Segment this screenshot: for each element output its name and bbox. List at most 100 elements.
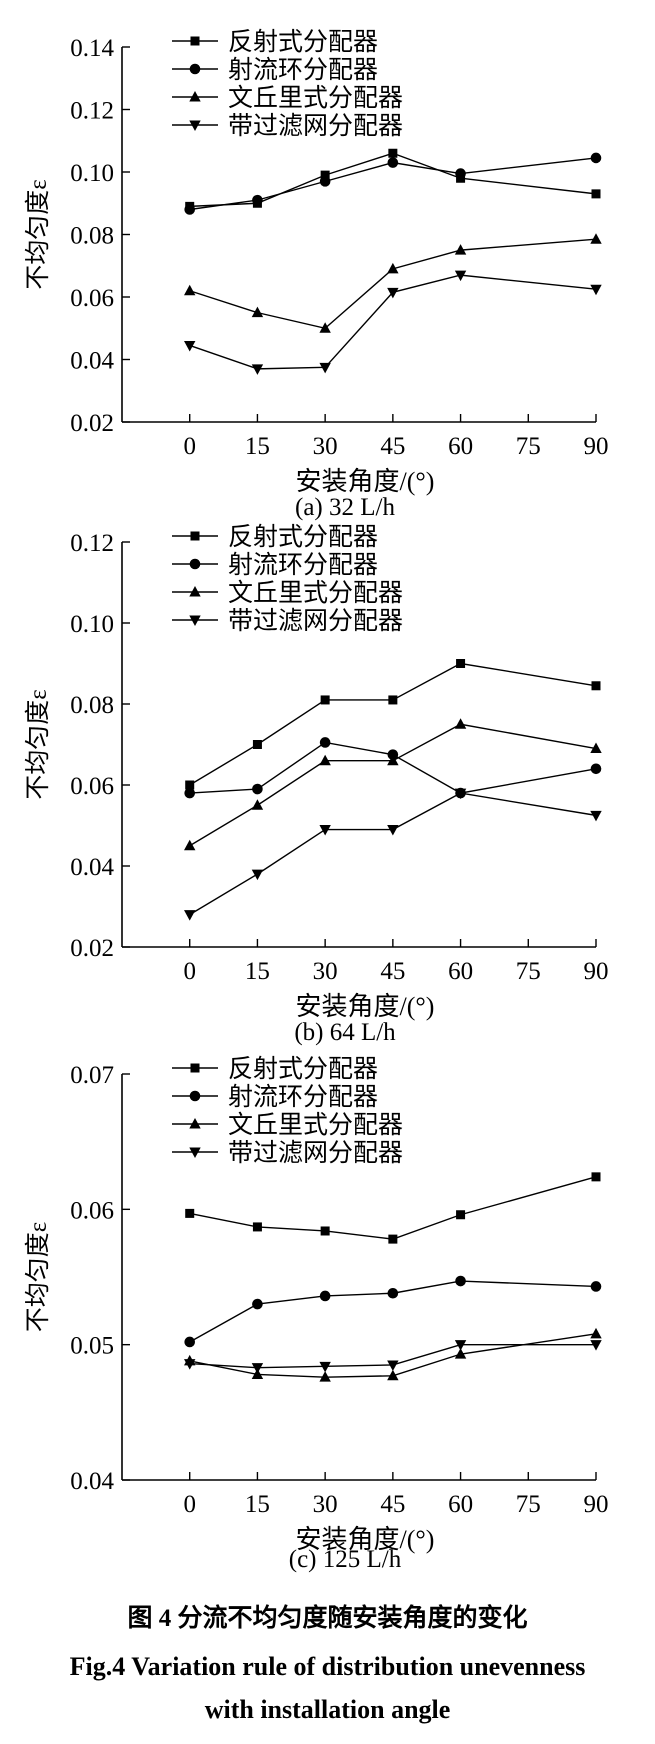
- y-tick-label: 0.07: [70, 1062, 114, 1089]
- data-point: [590, 1340, 602, 1351]
- legend-label: 文丘里式分配器: [228, 84, 403, 112]
- series-4: [184, 1340, 602, 1374]
- x-tick-label: 75: [516, 433, 541, 460]
- x-tick-label: 75: [516, 1491, 541, 1518]
- y-tick-label: 0.14: [70, 35, 114, 62]
- y-tick-label: 0.04: [70, 348, 114, 375]
- data-point: [251, 306, 264, 318]
- data-point: [456, 659, 466, 668]
- series-line: [189, 1280, 597, 1343]
- series-line: [189, 238, 597, 330]
- data-point: [252, 194, 263, 206]
- data-point: [251, 1363, 264, 1374]
- chart-panel-1: 0.02 0.04 0.06 0.08 0.10 0.12 0.14 0 15 30 45 60 75 9…: [24, 28, 609, 521]
- y-tick-label: 0.06: [70, 285, 114, 312]
- legend-label: 文丘里式分配器: [228, 579, 403, 607]
- data-point: [251, 799, 264, 810]
- legend-marker: [189, 91, 201, 102]
- y-tick-label: 0.02: [70, 935, 114, 962]
- series-line: [189, 152, 597, 208]
- x-tick-label: 30: [313, 958, 338, 985]
- data-point: [590, 763, 602, 775]
- series-line: [189, 1333, 597, 1378]
- data-point: [184, 1336, 196, 1348]
- data-point: [387, 1360, 399, 1371]
- series-4: [184, 270, 602, 375]
- y-tick-label: 0.08: [70, 223, 114, 250]
- legend-label: 带过滤网分配器: [228, 1139, 403, 1167]
- series-3: [184, 718, 602, 851]
- data-point: [590, 233, 602, 244]
- series-line: [189, 157, 597, 211]
- data-point: [252, 1298, 263, 1310]
- chart-panel-3: 0.04 0.05 0.06 0.07 0 15 30 45 60 75 90 安装角度/(°) 不均匀…: [24, 1055, 609, 1573]
- legend-label: 反射式分配器: [228, 28, 378, 56]
- legend-label: 射流环分配器: [228, 551, 378, 579]
- x-tick-label: 90: [584, 958, 609, 985]
- data-point: [184, 204, 196, 215]
- data-point: [320, 1226, 330, 1236]
- legend-marker: [189, 615, 201, 626]
- series-2: [184, 737, 602, 799]
- series-line: [189, 662, 597, 786]
- data-point: [252, 783, 263, 795]
- legend-marker: [190, 531, 200, 541]
- x-tick-label: 0: [183, 1491, 196, 1518]
- y-tick-label: 0.06: [70, 773, 114, 800]
- data-point: [454, 244, 467, 255]
- data-point: [591, 681, 601, 691]
- data-point: [251, 869, 264, 881]
- series-line: [189, 741, 597, 794]
- data-point: [319, 362, 331, 374]
- legend-label: 反射式分配器: [228, 1055, 378, 1083]
- data-point: [591, 1172, 601, 1182]
- data-point: [319, 737, 331, 748]
- data-point: [387, 1369, 399, 1381]
- data-point: [184, 839, 196, 851]
- x-tick-label: 60: [448, 433, 473, 460]
- data-point: [319, 1290, 331, 1302]
- data-point: [251, 364, 264, 375]
- x-tick-label: 0: [183, 958, 196, 985]
- data-point: [454, 718, 467, 729]
- data-point: [319, 322, 331, 333]
- y-tick-label: 0.06: [70, 1197, 114, 1224]
- x-tick-label: 0: [183, 433, 196, 460]
- x-tick-label: 45: [380, 958, 405, 985]
- x-axis-label: 安装角度/(°): [296, 992, 435, 1021]
- y-tick-label: 0.02: [70, 410, 114, 437]
- legend-label: 反射式分配器: [228, 523, 378, 551]
- legend-marker: [189, 120, 201, 131]
- panel-subtitle: (c) 125 L/h: [289, 1546, 402, 1573]
- legend-marker: [189, 63, 201, 75]
- legend-label: 带过滤网分配器: [228, 607, 403, 635]
- data-point: [184, 1359, 196, 1370]
- data-point: [319, 825, 331, 836]
- figure-caption-en-line1: Fig.4 Variation rule of distribution une…: [69, 1652, 586, 1681]
- data-point: [320, 170, 330, 180]
- x-tick-label: 15: [245, 958, 270, 985]
- data-point: [454, 270, 467, 282]
- y-tick-label: 0.10: [70, 611, 114, 638]
- x-tick-label: 90: [584, 433, 609, 460]
- data-point: [455, 1275, 466, 1287]
- data-point: [185, 780, 195, 790]
- data-point: [252, 740, 262, 749]
- data-point: [320, 695, 330, 705]
- data-point: [184, 910, 196, 921]
- series-3: [184, 233, 602, 333]
- legend-marker: [189, 1147, 201, 1158]
- series-line: [189, 792, 597, 916]
- data-point: [590, 152, 602, 164]
- data-point: [387, 287, 399, 299]
- y-tick-label: 0.04: [70, 1468, 114, 1495]
- data-point: [387, 749, 399, 760]
- series-line: [189, 1176, 597, 1240]
- x-tick-label: 45: [380, 1491, 405, 1518]
- legend-marker: [190, 1063, 200, 1073]
- data-point: [251, 1368, 264, 1379]
- panel-subtitle: (a) 32 L/h: [295, 494, 395, 521]
- legend-label: 射流环分配器: [228, 56, 378, 84]
